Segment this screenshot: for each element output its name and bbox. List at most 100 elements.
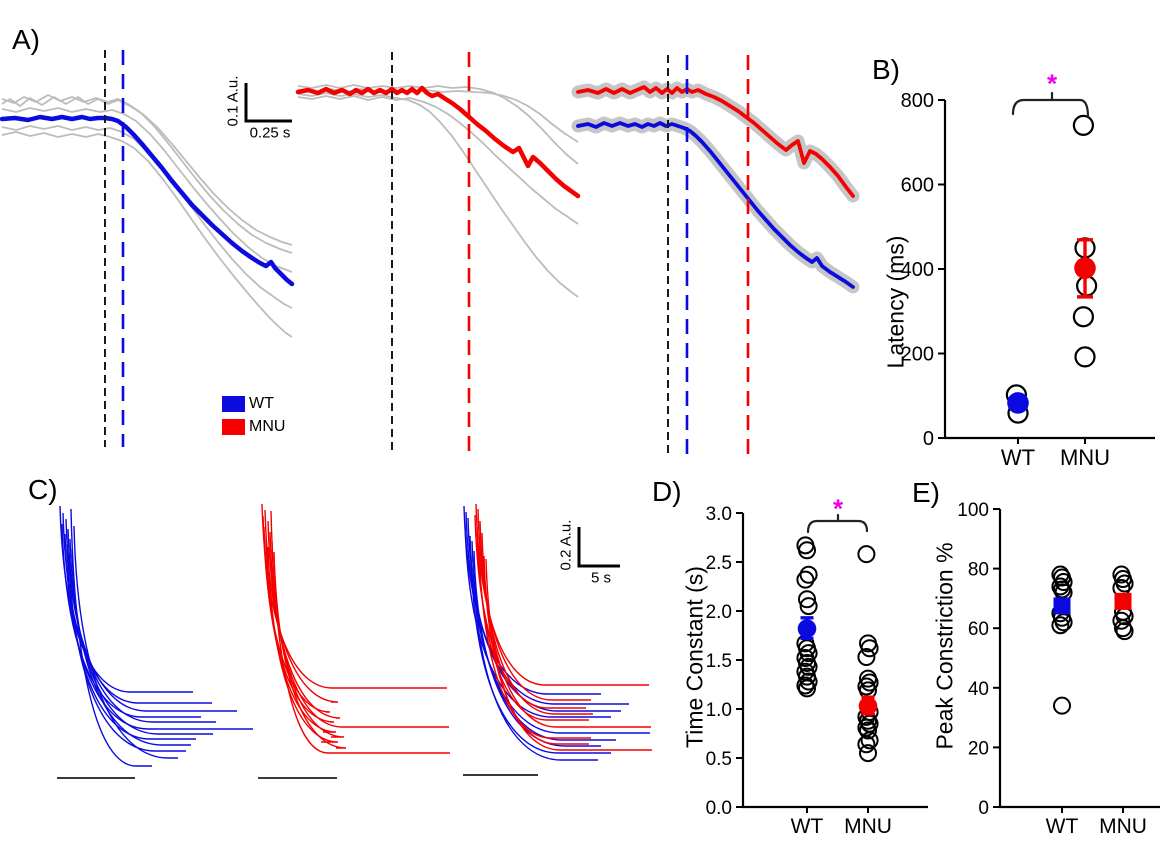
a-scalebar-amplitude-label: 0.1 A.u.: [224, 75, 242, 127]
decay-trace-wt: [61, 523, 201, 718]
decay-trace-mnu: [485, 558, 652, 751]
decay-trace-wt: [472, 559, 598, 761]
mean-marker-wt: [797, 619, 817, 638]
data-point-mnu: [860, 639, 879, 658]
d-y-axis-title: Time Constant (s): [681, 566, 708, 748]
data-point-mnu: [1115, 574, 1134, 593]
data-point-mnu: [1074, 346, 1096, 368]
panel-b-sig-bracket: [1011, 91, 1090, 119]
decay-trace-mnu: [265, 536, 337, 733]
decay-trace-wt: [64, 533, 253, 730]
a-scalebar-time-label: 0.25 s: [249, 124, 291, 142]
y-tick-label: 1.0: [706, 700, 732, 721]
mean-trace-wt: [0, 114, 295, 287]
panel-d-axes: [741, 513, 928, 809]
data-point-mnu: [860, 731, 879, 750]
decay-trace-wt: [471, 540, 616, 741]
x-category-label: WT: [791, 815, 824, 838]
mean-trace-wt: [576, 121, 855, 289]
sem-band: [571, 80, 860, 203]
data-point-wt: [799, 565, 818, 584]
data-point-wt: [798, 590, 816, 609]
data-point-mnu: [857, 545, 876, 564]
data-point-wt: [799, 672, 818, 691]
decay-trace-wt: [67, 528, 216, 723]
decay-trace-mnu: [269, 531, 449, 728]
panel-e-label: E): [912, 477, 940, 508]
decay-trace-wt: [68, 552, 186, 752]
decay-trace-wt: [70, 508, 152, 767]
y-tick-label: 80: [968, 560, 989, 581]
decay-trace-wt: [465, 511, 629, 705]
decay-trace-mnu: [267, 520, 341, 719]
panel-c-label: C): [28, 474, 58, 505]
mean-trace-mnu: [576, 85, 855, 198]
decay-trace-wt: [473, 550, 601, 747]
y-tick-label: 2.0: [706, 602, 732, 623]
panel-b-label: B): [872, 54, 900, 85]
y-tick-label: 0.0: [706, 798, 732, 819]
decay-trace-mnu: [270, 510, 450, 754]
mean-marker-mnu: [1074, 257, 1096, 279]
data-point-mnu: [860, 673, 879, 692]
decay-trace-wt: [464, 523, 611, 718]
x-category-label: WT: [1046, 815, 1079, 838]
c-scalebar: [577, 527, 620, 568]
decay-trace-mnu: [267, 546, 339, 743]
b-significance-asterisk: *: [1046, 68, 1058, 99]
y-tick-label: 600: [901, 175, 934, 197]
wt-legend-label: WT: [249, 395, 274, 412]
panel-e-axes: [998, 509, 1160, 809]
y-tick-label: 800: [901, 90, 934, 112]
c-scalebar-amplitude-label: 0.2 A.u.: [557, 519, 575, 571]
y-tick-label: 40: [968, 679, 989, 700]
decay-trace-mnu: [479, 520, 593, 715]
data-point-mnu: [1112, 611, 1131, 630]
a-scalebar: [244, 83, 292, 123]
y-tick-label: 400: [901, 259, 934, 281]
data-point-mnu: [1115, 622, 1134, 641]
data-point-wt: [798, 679, 816, 698]
mean-marker-wt: [1007, 392, 1029, 414]
mean-marker-wt: [1053, 597, 1071, 615]
b-y-axis-title: Latency (ms): [882, 235, 909, 369]
mnu-color-swatch: [222, 419, 245, 435]
decay-trace-mnu: [263, 526, 335, 723]
individual-trace: [297, 88, 579, 143]
decay-trace-mnu: [478, 545, 591, 739]
data-point-wt: [796, 570, 815, 589]
data-point-mnu: [857, 648, 876, 667]
data-point-mnu: [1072, 114, 1095, 136]
data-point-wt: [1053, 696, 1071, 715]
data-point-mnu: [857, 735, 876, 754]
x-category-label: MNU: [1099, 815, 1147, 838]
data-point-wt: [799, 657, 818, 676]
x-category-label: MNU: [844, 815, 892, 838]
panel-b-axes: [943, 100, 1155, 440]
y-tick-label: 0.5: [706, 749, 732, 770]
decay-trace-wt: [467, 517, 621, 712]
y-tick-label: 0: [923, 428, 934, 450]
panel-d-label: D): [652, 476, 682, 507]
data-point-wt: [799, 597, 818, 616]
y-tick-label: 100: [957, 500, 989, 521]
data-point-wt: [798, 541, 816, 560]
individual-trace: [1, 107, 293, 273]
c-scalebar-time-label: 5 s: [590, 569, 612, 587]
e-y-axis-title: Peak Constriction %: [931, 542, 958, 750]
y-tick-label: 60: [968, 619, 989, 640]
decay-trace-mnu: [477, 508, 591, 701]
d-significance-asterisk: *: [832, 493, 844, 524]
panel-d-sig-bracket: [806, 513, 869, 534]
decay-trace-wt: [470, 555, 611, 754]
x-category-label: WT: [1001, 445, 1035, 470]
x-category-label: MNU: [1060, 445, 1110, 470]
decay-trace-wt: [66, 543, 196, 740]
data-point-wt: [1051, 616, 1070, 635]
individual-trace: [297, 84, 579, 165]
y-tick-label: 3.0: [706, 504, 732, 525]
decay-trace-wt: [73, 525, 178, 759]
decay-trace-wt: [59, 505, 193, 693]
